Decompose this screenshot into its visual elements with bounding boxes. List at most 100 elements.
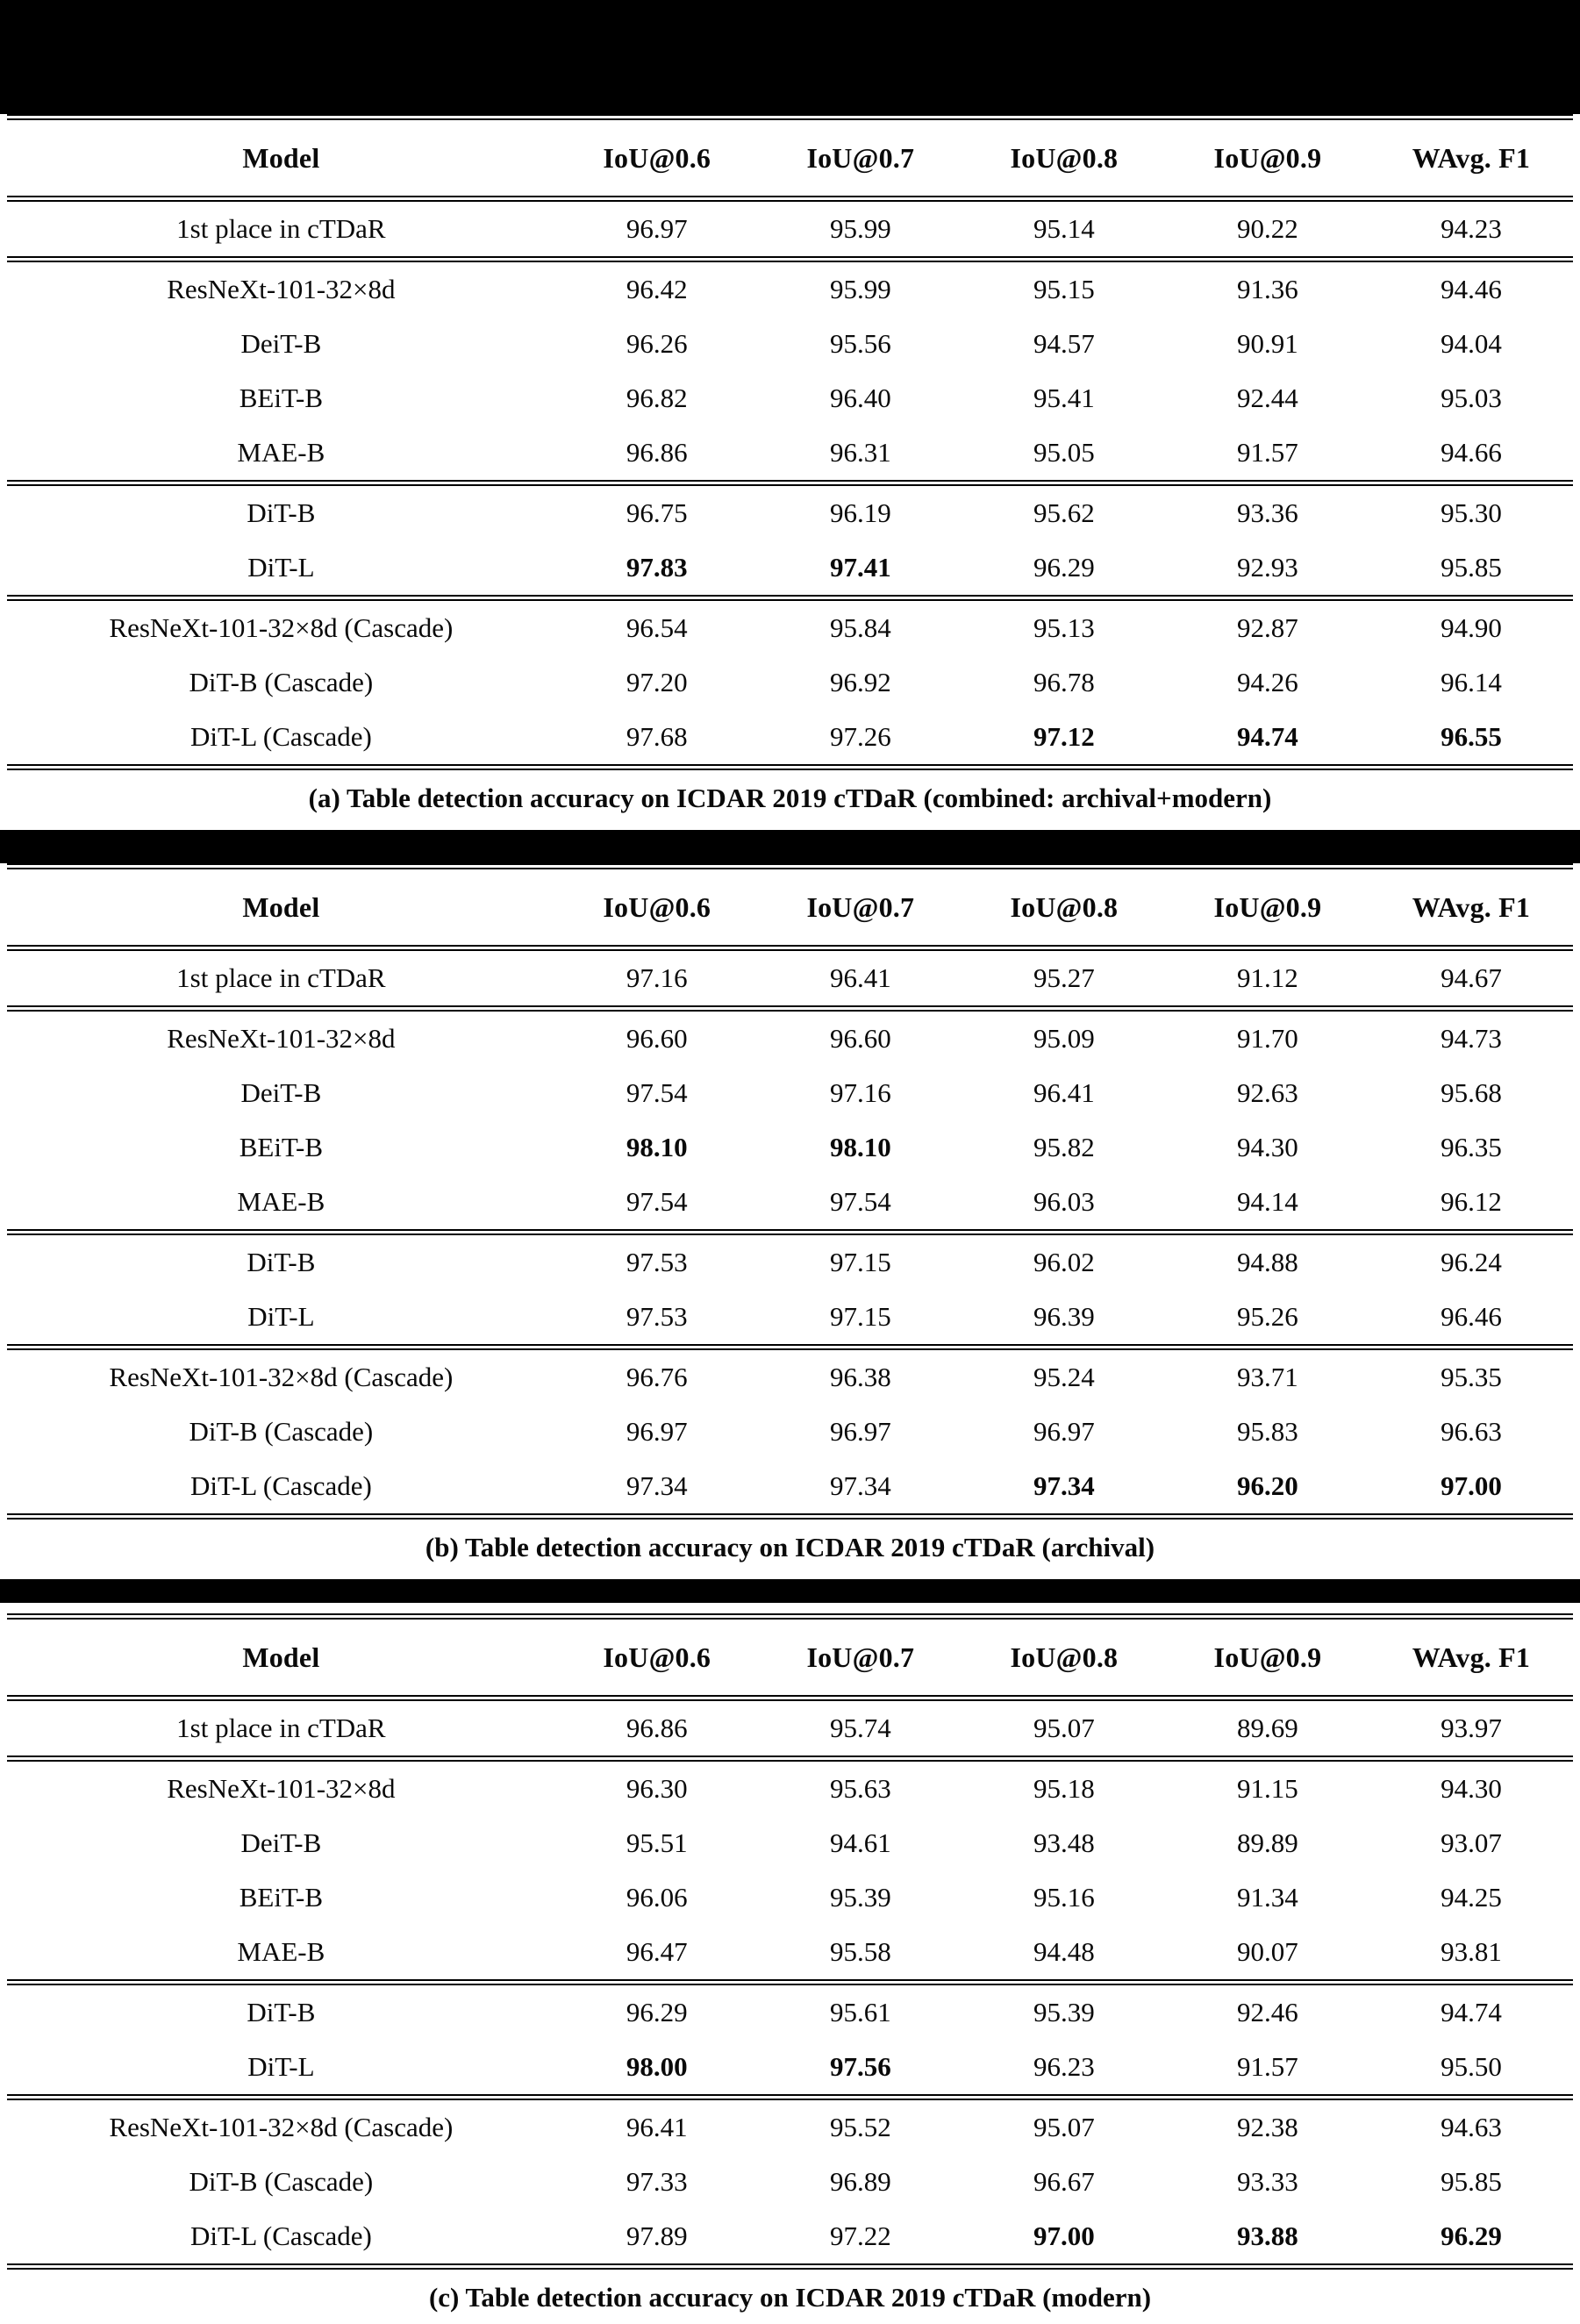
- metric-value: 95.16: [1033, 1882, 1095, 1913]
- table-section-b: Model IoU@0.6 IoU@0.7 IoU@0.8 IoU@0.9 WAvg. F…: [0, 863, 1580, 1574]
- metric-value: 95.58: [829, 1936, 891, 1967]
- row-group-4: ResNeXt-101-32×8d (Cascade) 96.54 95.84 95.…: [7, 597, 1573, 768]
- table-row: DiT-L (Cascade) 97.34 97.34 97.34 96.20 97.00: [7, 1459, 1573, 1517]
- column-header-iou-0-7: IoU@0.7: [806, 1641, 915, 1673]
- table-row: BEiT-B 96.06 95.39 95.16 91.34 94.25: [7, 1870, 1573, 1925]
- metric-value: 98.10: [829, 1132, 891, 1162]
- metric-value: 95.68: [1441, 1077, 1502, 1108]
- table-row: ResNeXt-101-32×8d (Cascade) 96.76 96.38 95.…: [7, 1348, 1573, 1405]
- metric-value: 96.63: [1441, 1416, 1502, 1447]
- metric-value: 95.85: [1441, 2166, 1502, 2197]
- metric-value: 96.03: [1033, 1186, 1095, 1217]
- metric-value: 96.38: [829, 1362, 891, 1392]
- model-name: DiT-B: [247, 1247, 316, 1277]
- metric-value: 94.88: [1237, 1247, 1298, 1277]
- table-header: Model IoU@0.6 IoU@0.7 IoU@0.8 IoU@0.9 WAvg. F…: [7, 118, 1573, 199]
- metric-value: 94.30: [1237, 1132, 1298, 1162]
- metric-value: 96.41: [626, 2112, 688, 2142]
- table-row: DeiT-B 97.54 97.16 96.41 92.63 95.68: [7, 1066, 1573, 1120]
- table-row: DeiT-B 96.26 95.56 94.57 90.91 94.04: [7, 317, 1573, 371]
- metric-value: 96.41: [1033, 1077, 1095, 1108]
- model-name: ResNeXt-101-32×8d: [167, 1773, 396, 1804]
- table-row: DiT-B (Cascade) 96.97 96.97 96.97 95.83 96.63: [7, 1405, 1573, 1459]
- metric-value: 96.46: [1441, 1301, 1502, 1332]
- metric-value: 97.89: [626, 2220, 688, 2251]
- metric-value: 89.69: [1237, 1713, 1298, 1743]
- column-header-iou-0-9: IoU@0.9: [1213, 890, 1322, 923]
- metric-value: 91.57: [1237, 437, 1298, 468]
- table-row: BEiT-B 96.82 96.40 95.41 92.44 95.03: [7, 371, 1573, 425]
- metric-value: 97.54: [626, 1077, 688, 1108]
- table-row: ResNeXt-101-32×8d (Cascade) 96.41 95.52 95.…: [7, 2098, 1573, 2156]
- metric-value: 98.10: [626, 1132, 688, 1162]
- metric-value: 96.30: [626, 1773, 688, 1804]
- metric-value: 97.33: [626, 2166, 688, 2197]
- row-group-3: DiT-B 97.53 97.15 96.02 94.88 96.24 DiT-L 97.53…: [7, 1232, 1573, 1348]
- metric-value: 96.97: [626, 213, 688, 244]
- row-group-1: 1st place in cTDaR 97.16 96.41 95.27 91.12 94…: [7, 948, 1573, 1009]
- metric-value: 95.63: [829, 1773, 891, 1804]
- metric-value: 96.97: [829, 1416, 891, 1447]
- table-row: ResNeXt-101-32×8d 96.42 95.99 95.15 91.36 94.…: [7, 260, 1573, 318]
- metric-value: 95.99: [829, 213, 891, 244]
- metric-value: 94.14: [1237, 1186, 1298, 1217]
- column-header-iou-0-6: IoU@0.6: [603, 141, 711, 174]
- column-header-model: Model: [242, 141, 320, 174]
- row-group-4: ResNeXt-101-32×8d (Cascade) 96.76 96.38 95.…: [7, 1347, 1573, 1517]
- model-name: ResNeXt-101-32×8d (Cascade): [109, 612, 454, 643]
- metric-value: 96.29: [626, 1997, 688, 2027]
- metric-value: 93.33: [1237, 2166, 1298, 2197]
- table-row: DiT-B 96.29 95.61 95.39 92.46 94.74: [7, 1983, 1573, 2041]
- column-header-wavg-f1: WAvg. F1: [1412, 141, 1531, 174]
- metric-value: 97.16: [626, 962, 688, 993]
- table-row: DiT-B (Cascade) 97.20 96.92 96.78 94.26 96.14: [7, 655, 1573, 710]
- metric-value: 91.15: [1237, 1773, 1298, 1804]
- metric-value: 95.39: [829, 1882, 891, 1913]
- column-header-wavg-f1: WAvg. F1: [1412, 890, 1531, 923]
- metric-value: 95.41: [1033, 383, 1095, 413]
- metric-value: 92.38: [1237, 2112, 1298, 2142]
- model-name: DiT-B (Cascade): [189, 2166, 374, 2197]
- metric-value: 97.53: [626, 1301, 688, 1332]
- metric-value: 95.62: [1033, 497, 1095, 528]
- metric-value: 97.20: [626, 667, 688, 697]
- table-row: ResNeXt-101-32×8d (Cascade) 96.54 95.84 95.…: [7, 598, 1573, 656]
- table-row: DiT-B 97.53 97.15 96.02 94.88 96.24: [7, 1233, 1573, 1291]
- model-name: MAE-B: [237, 437, 325, 468]
- model-name: ResNeXt-101-32×8d (Cascade): [109, 2112, 454, 2142]
- metric-value: 94.90: [1441, 612, 1502, 643]
- metric-value: 91.34: [1237, 1882, 1298, 1913]
- metric-value: 94.23: [1441, 213, 1502, 244]
- model-name: MAE-B: [237, 1936, 325, 1967]
- metric-value: 93.07: [1441, 1827, 1502, 1858]
- metric-value: 98.00: [626, 2051, 688, 2082]
- metric-value: 96.60: [829, 1023, 891, 1054]
- model-name: DiT-B (Cascade): [189, 667, 374, 697]
- metric-value: 96.31: [829, 437, 891, 468]
- metric-value: 96.67: [1033, 2166, 1095, 2197]
- metric-value: 94.74: [1237, 721, 1298, 752]
- metric-value: 96.14: [1441, 667, 1502, 697]
- metric-value: 94.04: [1441, 328, 1502, 359]
- metric-value: 97.12: [1033, 721, 1095, 752]
- metric-value: 97.41: [829, 552, 891, 583]
- row-group-1: 1st place in cTDaR 96.86 95.74 95.07 89.69 93…: [7, 1698, 1573, 1759]
- separator-bar-1: [0, 830, 1580, 863]
- column-header-iou-0-6: IoU@0.6: [603, 890, 711, 923]
- table-row: MAE-B 96.86 96.31 95.05 91.57 94.66: [7, 425, 1573, 483]
- header-row: Model IoU@0.6 IoU@0.7 IoU@0.8 IoU@0.9 WAvg. F…: [7, 867, 1573, 948]
- metric-value: 90.07: [1237, 1936, 1298, 1967]
- metric-value: 94.48: [1033, 1936, 1095, 1967]
- column-header-iou-0-8: IoU@0.8: [1010, 1641, 1119, 1673]
- metric-value: 96.75: [626, 497, 688, 528]
- results-table-combined: Model IoU@0.6 IoU@0.7 IoU@0.8 IoU@0.9 WAvg. F…: [7, 114, 1573, 770]
- model-name: BEiT-B: [239, 383, 324, 413]
- table-row: MAE-B 97.54 97.54 96.03 94.14 96.12: [7, 1175, 1573, 1233]
- metric-value: 96.42: [626, 274, 688, 304]
- metric-value: 95.51: [626, 1827, 688, 1858]
- metric-value: 96.23: [1033, 2051, 1095, 2082]
- top-black-bar: [0, 0, 1580, 114]
- column-header-iou-0-6: IoU@0.6: [603, 1641, 711, 1673]
- table-row: DiT-L 98.00 97.56 96.23 91.57 95.50: [7, 2040, 1573, 2098]
- column-header-iou-0-8: IoU@0.8: [1010, 890, 1119, 923]
